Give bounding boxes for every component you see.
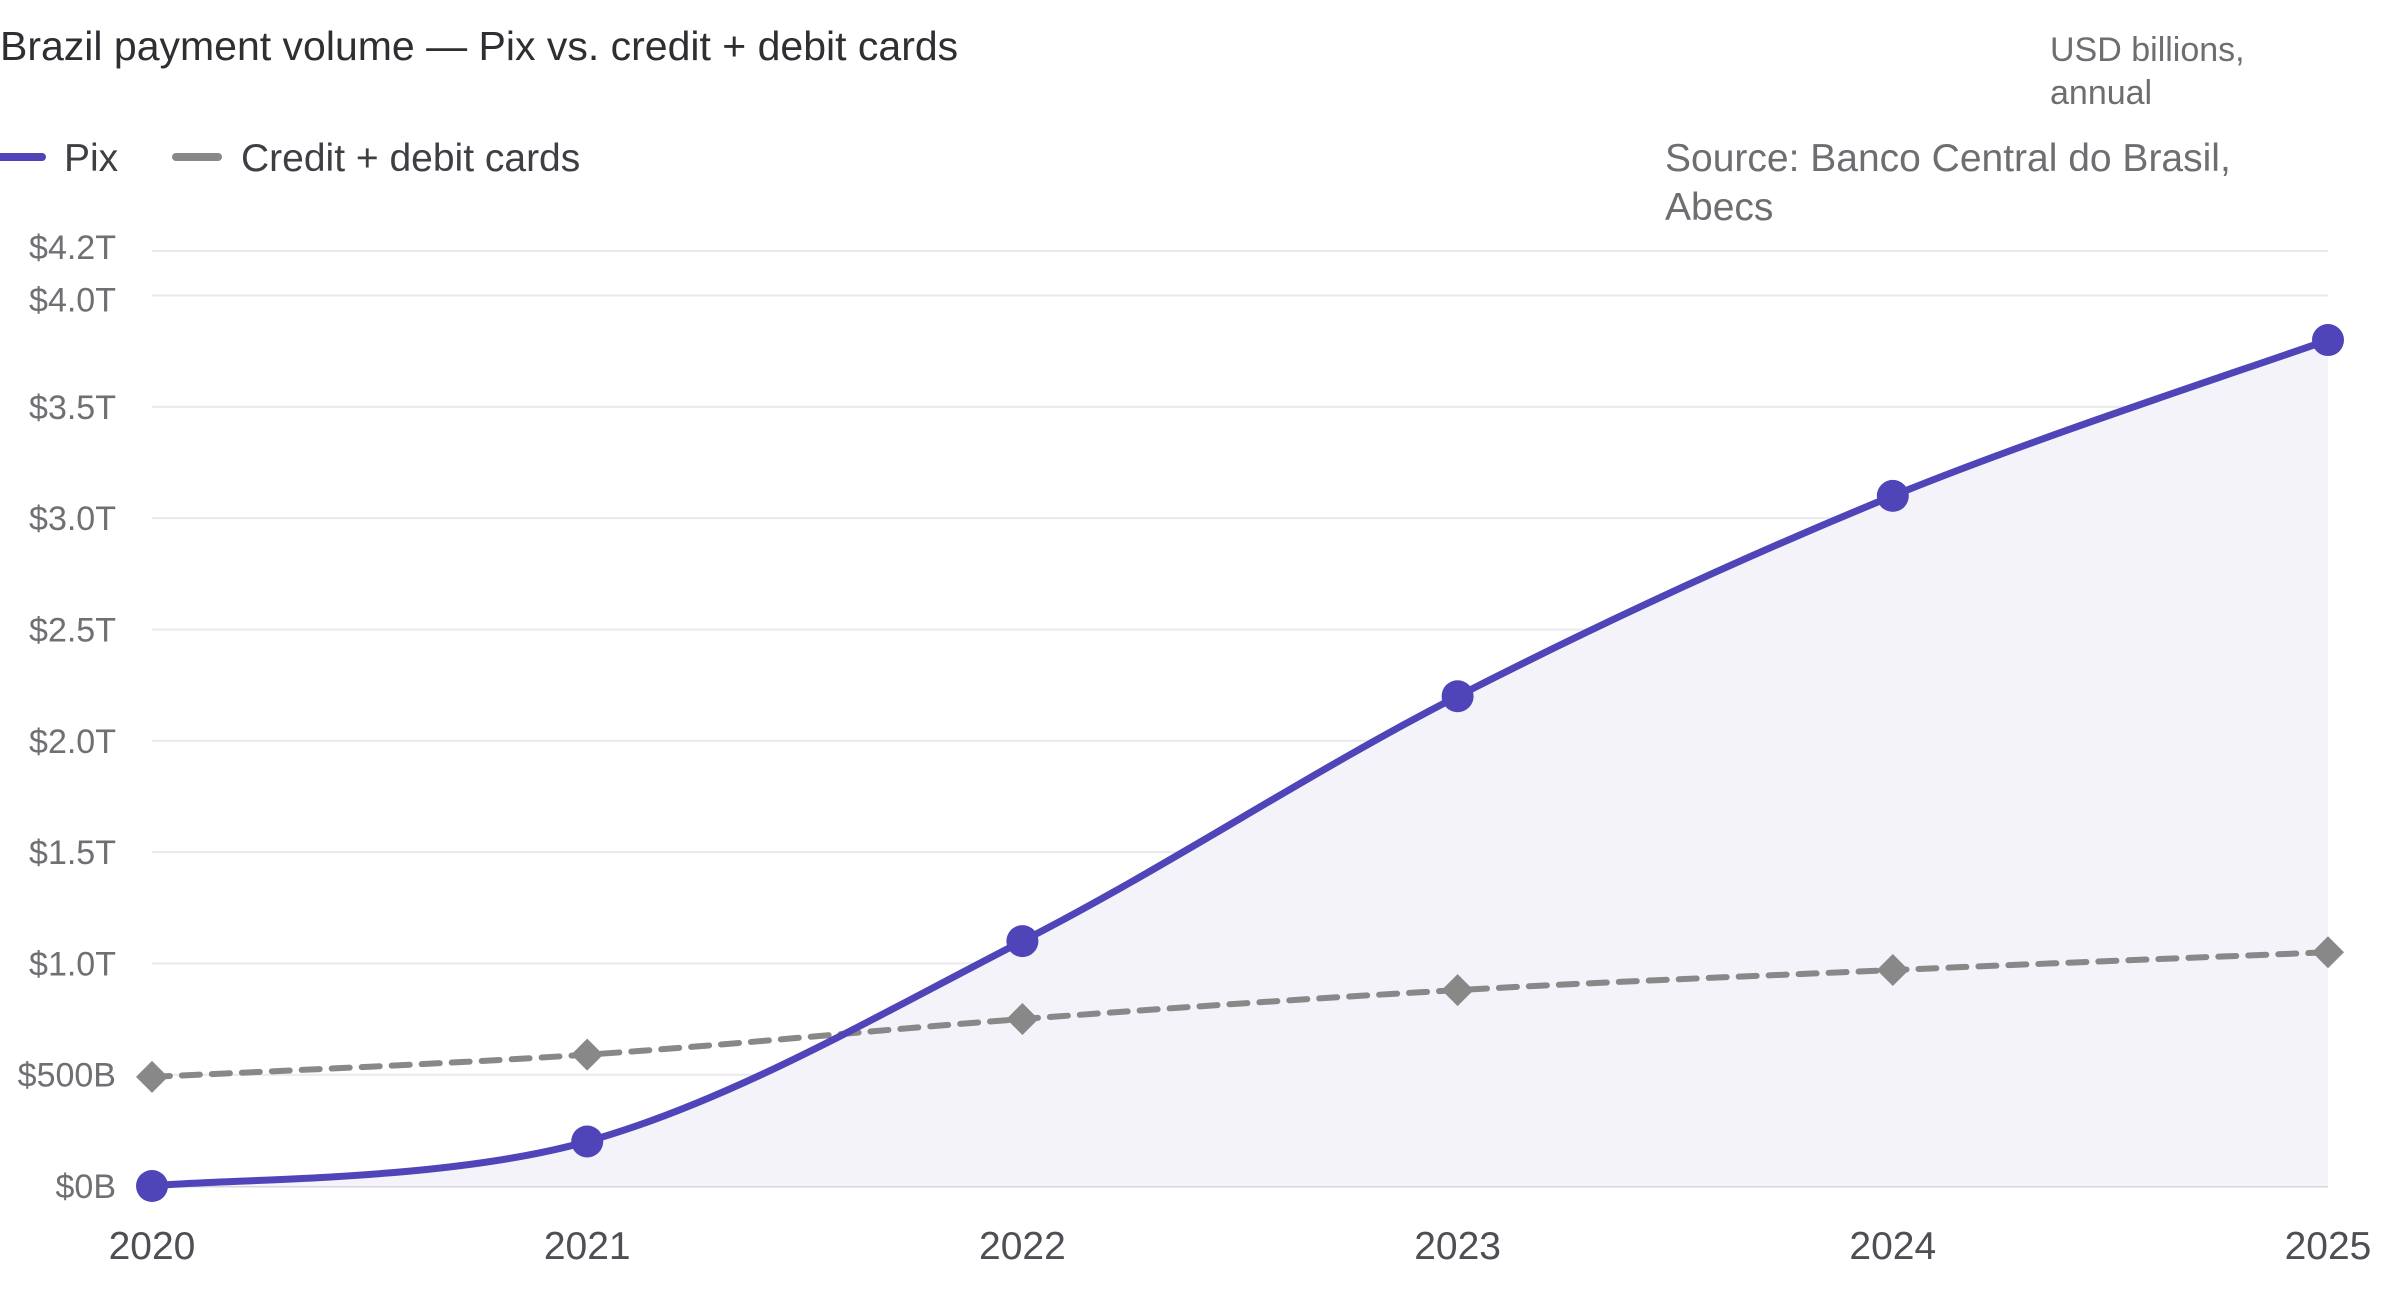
- y-axis-tick-label: $3.5T: [29, 389, 116, 427]
- source-line-2: Abecs: [1665, 186, 1773, 229]
- pix-data-point: [1006, 925, 1039, 958]
- x-axis-tick-label: 2024: [1849, 1225, 1936, 1268]
- unit-note-line-1: USD billions,: [2050, 31, 2245, 69]
- pix-series-line: [148, 336, 2332, 1190]
- y-axis-tick-label: $2.5T: [29, 611, 116, 649]
- y-axis-tick-label: $4.0T: [29, 282, 116, 320]
- y-axis-tick-labels: $0B $500B $1.0T $1.5T $2.0T $2.5T $3.0T $3.5T $4…: [18, 229, 116, 1206]
- y-axis-tick-label: $500B: [18, 1057, 116, 1095]
- cards-data-point: [1876, 954, 1909, 987]
- x-axis-tick-label: 2025: [2285, 1225, 2372, 1268]
- source-line-1: Source: Banco Central do Brasil,: [1665, 137, 2231, 180]
- legend-label-cards: Credit + debit cards: [241, 137, 580, 180]
- y-axis-tick-label: $2.0T: [29, 723, 116, 761]
- x-axis-tick-label: 2021: [544, 1225, 631, 1268]
- x-axis-tick-labels: 2020 2021 2022 2023 2024 2025: [109, 1225, 2372, 1268]
- pix-data-point: [136, 1170, 168, 1202]
- cards-data-point: [571, 1038, 604, 1071]
- cards-data-point: [1006, 1003, 1039, 1036]
- y-axis-tick-label: $1.0T: [29, 945, 116, 983]
- x-axis-tick-label: 2023: [1414, 1225, 1501, 1268]
- x-axis-tick-label: 2020: [109, 1225, 196, 1268]
- marker-layer: [136, 324, 2344, 1202]
- y-axis-tick-label: $4.2T: [29, 229, 116, 267]
- area-layer: [152, 340, 2328, 1186]
- y-axis-tick-label: $3.0T: [29, 500, 116, 538]
- line-layer: [148, 336, 2332, 1190]
- x-axis-tick-label: 2022: [979, 1225, 1066, 1268]
- pix-data-point: [571, 1125, 604, 1158]
- y-axis-tick-label: $1.5T: [29, 834, 116, 872]
- cards-data-point: [2312, 936, 2344, 969]
- legend-label-pix: Pix: [64, 137, 119, 180]
- pix-data-point: [2312, 324, 2344, 357]
- cards-data-point: [136, 1060, 168, 1093]
- legend: Pix Credit + debit cards: [0, 137, 580, 180]
- pix-area-fill: [152, 340, 2328, 1186]
- unit-note-line-2: annual: [2050, 74, 2152, 112]
- y-axis-tick-label: $0B: [56, 1168, 117, 1206]
- pix-data-point: [1441, 680, 1474, 713]
- cards-data-point: [1441, 974, 1474, 1007]
- pix-data-point: [1876, 479, 1909, 512]
- chart-title: Brazil payment volume — Pix vs. credit +…: [0, 23, 958, 69]
- cards-series-line: [149, 949, 2331, 1080]
